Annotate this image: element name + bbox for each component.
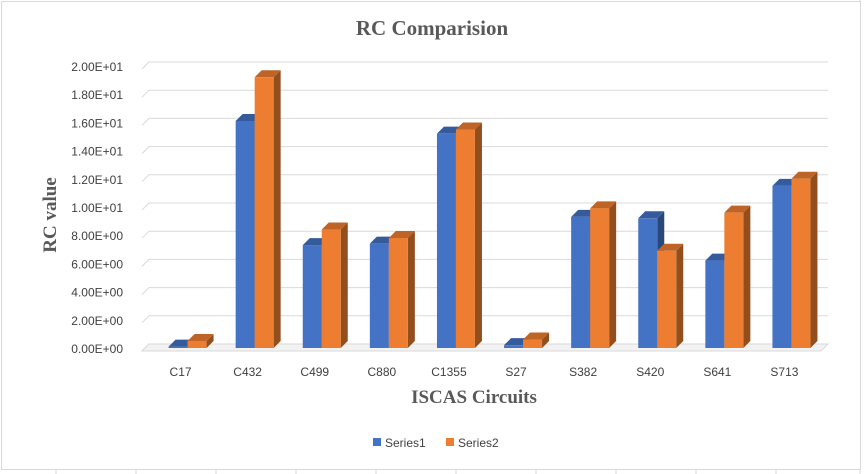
bar-front <box>571 216 591 348</box>
bar-series2-s713 <box>791 171 818 348</box>
bar-top <box>388 231 415 239</box>
bar-series2-c499 <box>321 222 348 348</box>
chart-title: RC Comparision <box>356 16 509 40</box>
bar-front <box>705 260 725 348</box>
bar-side <box>676 243 684 348</box>
bar-series2-s382 <box>590 201 617 348</box>
gridline <box>141 174 828 183</box>
bar-front <box>455 129 475 348</box>
bars <box>168 70 818 349</box>
x-tick-label: S382 <box>569 365 597 379</box>
x-tick-label: C17 <box>170 365 192 379</box>
bar-top <box>523 332 550 340</box>
gridline <box>141 89 828 98</box>
bar-front <box>369 243 389 348</box>
bar-series2-c432 <box>254 70 281 348</box>
bar-side <box>609 201 617 348</box>
y-tick-label: 8.00E+00 <box>71 229 123 243</box>
bar-series2-c17 <box>187 333 214 348</box>
bar-top <box>657 243 684 251</box>
y-tick-label: 1.20E+01 <box>71 173 123 187</box>
bar-side <box>474 122 482 348</box>
y-tick-label: 6.00E+00 <box>71 257 123 271</box>
x-tick-label: C880 <box>368 365 397 379</box>
y-tick-label: 4.00E+00 <box>71 286 123 300</box>
bar-series2-s641 <box>724 205 751 348</box>
bar-series2-s420 <box>657 243 684 348</box>
bar-top <box>638 211 665 219</box>
y-tick-label: 1.40E+01 <box>71 145 123 159</box>
x-tick-label: S641 <box>703 365 731 379</box>
bar-front <box>791 178 811 348</box>
legend-swatch <box>446 438 454 446</box>
y-tick-label: 1.80E+01 <box>71 88 123 102</box>
bar-front <box>436 133 456 348</box>
bar-front <box>724 212 744 348</box>
bar-front <box>590 208 610 348</box>
bar-side <box>273 70 281 348</box>
bar-series2-c1355 <box>455 122 482 348</box>
bar-top <box>590 201 617 209</box>
y-tick-label: 1.60E+01 <box>71 116 123 130</box>
bar-series2-c880 <box>388 231 415 348</box>
bar-front <box>187 340 207 348</box>
x-tick-label: S420 <box>636 365 664 379</box>
gridline <box>141 61 828 70</box>
bar-side <box>407 231 415 348</box>
y-axis-title: RC value <box>40 177 61 252</box>
bar-front <box>254 77 274 348</box>
bar-top <box>254 70 281 78</box>
gridline <box>141 117 828 126</box>
legend-item-series1: Series1 <box>373 436 426 450</box>
legend-item-series2: Series2 <box>446 436 499 450</box>
x-tick-label: C1355 <box>431 365 467 379</box>
bar-front <box>638 218 658 348</box>
bar-top <box>724 205 751 213</box>
x-tick-label: C499 <box>300 365 329 379</box>
bar-side <box>810 171 818 348</box>
bar-front <box>657 250 677 348</box>
y-tick-label: 0.00E+00 <box>71 342 123 356</box>
bar-front <box>235 120 255 349</box>
bar-side <box>206 333 214 348</box>
bar-side <box>340 222 348 348</box>
bar-top <box>791 171 818 179</box>
bar-front <box>504 345 524 348</box>
bar-front <box>321 229 341 348</box>
x-axis-ticks: C17 C432 C499 C880 C1355 S27 S382 S420 S641 S713 <box>170 365 799 379</box>
bar-side <box>743 205 751 348</box>
gridline <box>141 146 828 154</box>
x-tick-label: C432 <box>233 365 262 379</box>
x-tick-label: S27 <box>505 365 527 379</box>
x-tick-label: S713 <box>770 365 798 379</box>
y-tick-label: 2.00E+00 <box>71 314 123 328</box>
bar-front <box>523 339 543 348</box>
bar-top <box>187 333 214 341</box>
legend-swatch <box>373 438 381 446</box>
legend-label: Series2 <box>458 436 499 450</box>
bar-front <box>302 245 322 348</box>
legend-label: Series1 <box>385 436 426 450</box>
legend: Series1 Series2 <box>373 436 499 450</box>
bar-top <box>321 222 348 230</box>
bar-top <box>455 122 482 130</box>
bar-series2-s27 <box>523 332 550 348</box>
bar-front <box>168 346 188 348</box>
bar-front <box>772 185 792 348</box>
bar-front <box>388 238 408 348</box>
bar-side <box>542 332 550 348</box>
x-axis-title: ISCAS Circuits <box>411 387 537 408</box>
y-tick-label: 2.00E+01 <box>71 60 123 74</box>
y-tick-label: 1.00E+01 <box>71 201 123 215</box>
y-axis-ticks: 0.00E+00 2.00E+00 4.00E+00 6.00E+00 8.00E+00… <box>71 60 123 356</box>
